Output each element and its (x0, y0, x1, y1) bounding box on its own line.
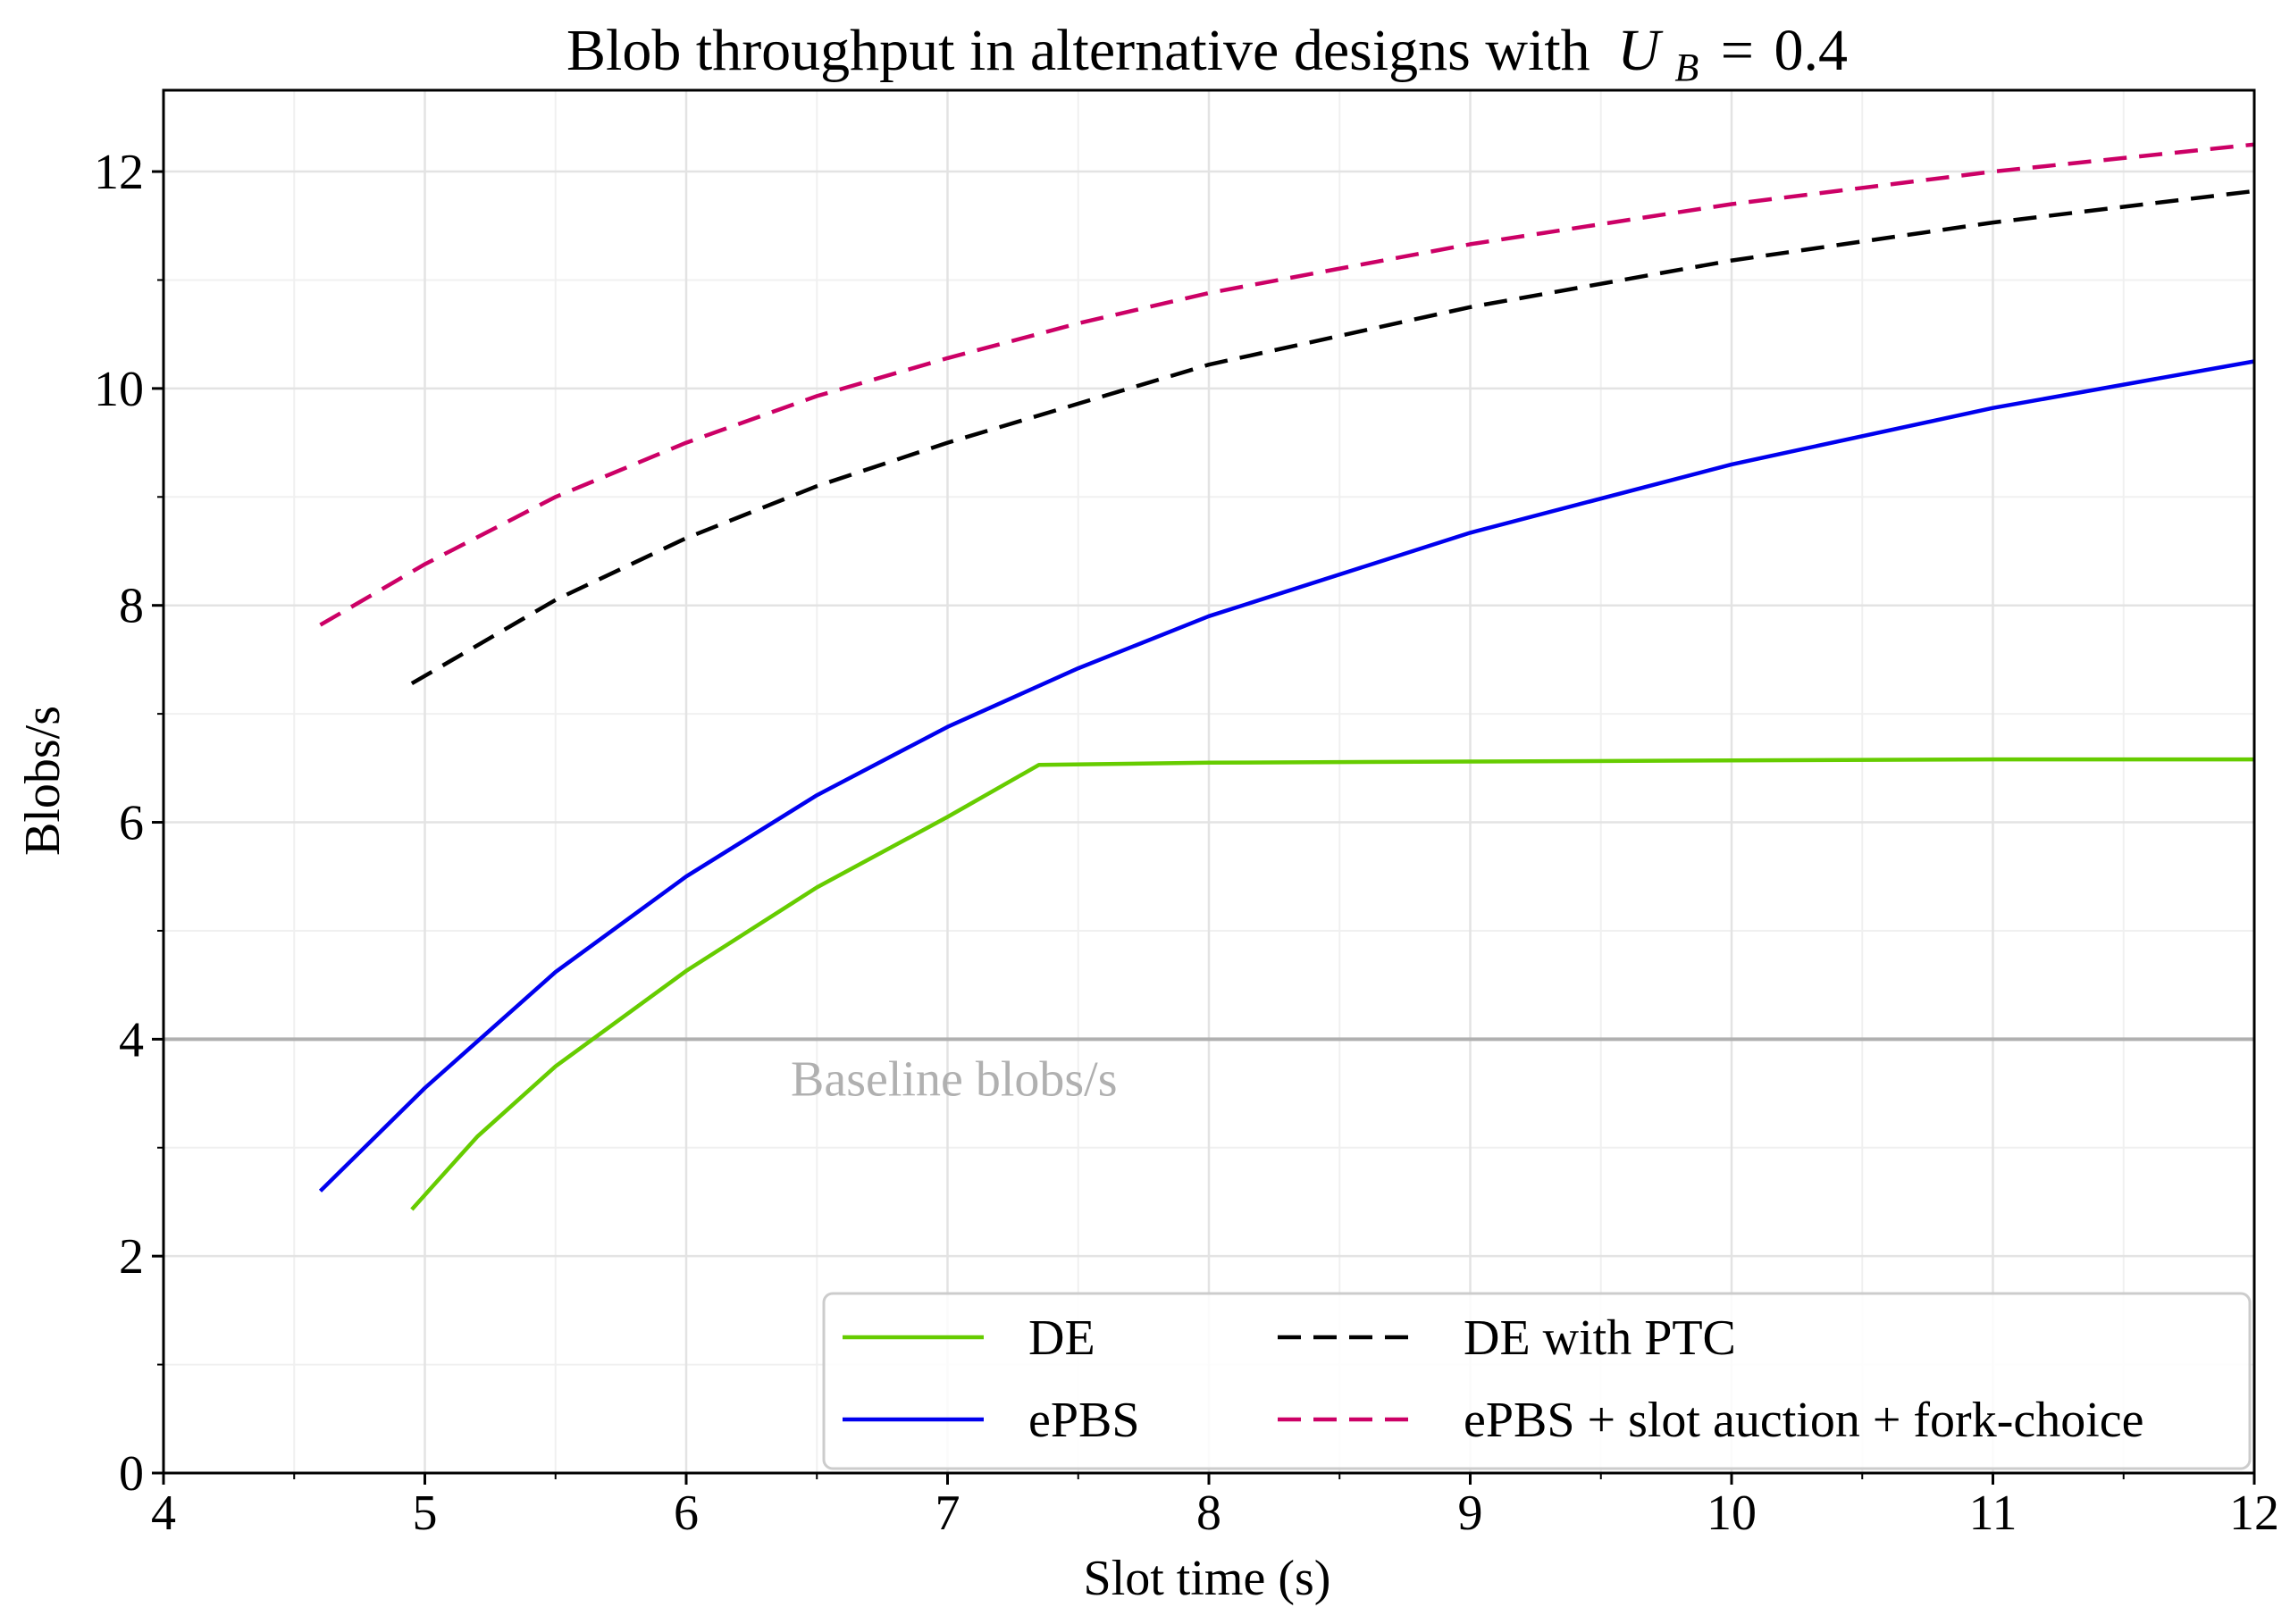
series-layer (318, 142, 2255, 1211)
x-tick-label: 10 (1707, 1486, 1757, 1541)
series-line-0 (410, 757, 2254, 1211)
x-tick-label: 9 (1458, 1486, 1483, 1541)
baseline-label: Baseline blobs/s (791, 1051, 1118, 1107)
y-tick-label: 6 (119, 796, 144, 851)
x-tick-label: 11 (1969, 1486, 2017, 1541)
legend-label-1: ePBS (1028, 1393, 1140, 1448)
legend-label-0: DE (1028, 1310, 1095, 1366)
x-tick-label: 6 (674, 1486, 699, 1541)
series-line-1 (318, 359, 2255, 1193)
chart-title-math-equals: = (1721, 18, 1754, 83)
y-tick-label: 2 (119, 1229, 144, 1285)
x-axis-label: Slot time (s) (1084, 1551, 1331, 1606)
x-tick-label: 4 (151, 1486, 176, 1541)
y-axis-label: Blobs/s (15, 706, 71, 856)
x-tick-label: 12 (2229, 1486, 2279, 1541)
y-tick-label: 0 (119, 1446, 144, 1502)
y-tick-label: 10 (94, 362, 144, 417)
chart-title-math-subscript: B (1674, 46, 1699, 89)
y-axis-ticks: 0 2 4 6 8 10 12 (94, 145, 164, 1502)
chart-title-text: Blob throughput in alternative designs w… (566, 18, 1590, 83)
legend-label-3: ePBS + slot auction + fork-choice (1464, 1393, 2143, 1448)
chart-title-math-value: 0.4 (1774, 18, 1848, 83)
y-tick-label: 4 (119, 1012, 144, 1067)
series-line-2 (410, 188, 2255, 686)
y-tick-label: 12 (94, 145, 144, 200)
x-axis-ticks: 4 5 6 7 8 9 10 11 12 (151, 1473, 2279, 1541)
legend-items: DE ePBS DE with PTC ePBS + slot auction + f… (843, 1310, 2143, 1448)
chart-title: Blob throughput in alternative designs w… (566, 18, 1848, 94)
chart-title-math-symbol: U (1617, 18, 1664, 83)
legend-label-2: DE with PTC (1464, 1310, 1736, 1366)
x-tick-label: 7 (935, 1486, 960, 1541)
series-line-3 (319, 142, 2255, 627)
x-tick-label: 8 (1196, 1486, 1221, 1541)
x-tick-label: 5 (413, 1486, 438, 1541)
legend-box (822, 1292, 2252, 1470)
legend: DE ePBS DE with PTC ePBS + slot auction + f… (822, 1292, 2252, 1470)
y-tick-label: 8 (119, 579, 144, 634)
